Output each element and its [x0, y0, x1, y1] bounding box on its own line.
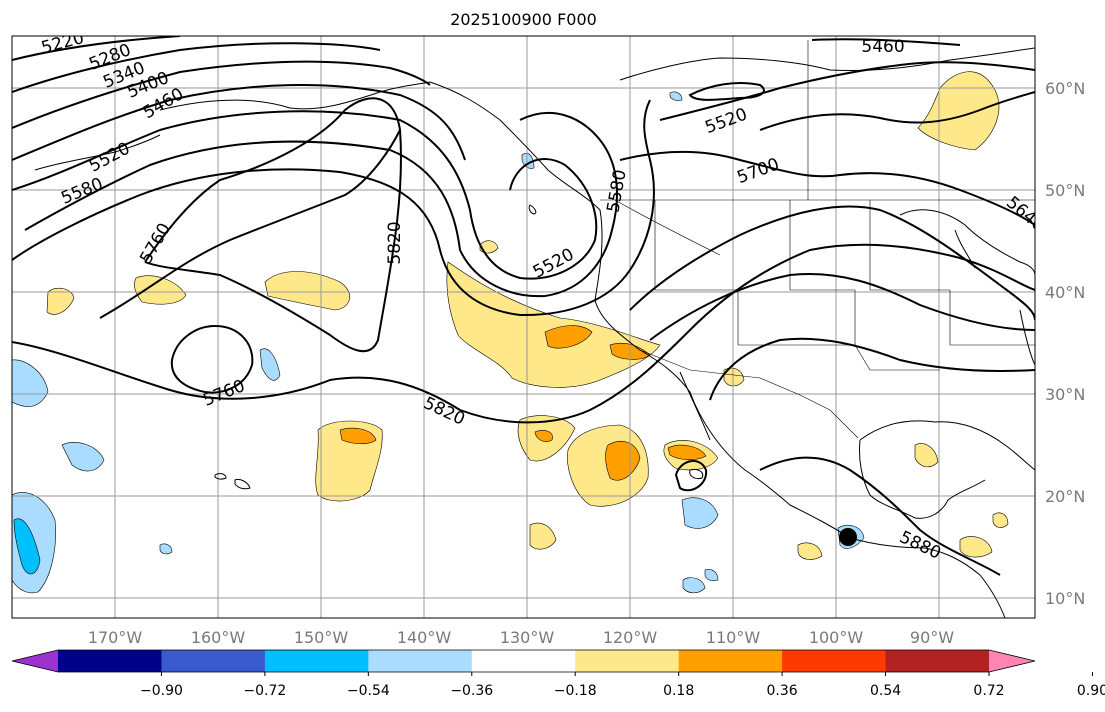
- political-borders: [600, 40, 1035, 439]
- colorbar-segment: [368, 650, 473, 672]
- colorbar-tick-label: −0.72: [243, 683, 286, 699]
- lon-label: 100°W: [809, 628, 864, 647]
- negative-anomaly-region: [259, 348, 281, 381]
- colorbar-tick-label: 0.54: [870, 683, 901, 699]
- colorbar-ticks: −0.90 −0.72 −0.54 −0.36 −0.18 0.18 0.36 0.54 0.7…: [140, 672, 1105, 699]
- negative-anomaly-core: [13, 518, 41, 575]
- coastlines: [34, 47, 1035, 618]
- colorbar: −0.90 −0.72 −0.54 −0.36 −0.18 0.18 0.36 0.54 0.7…: [11, 649, 1105, 699]
- negative-anomaly-region: [159, 543, 173, 555]
- negative-anomaly-region: [61, 441, 105, 472]
- colorbar-segment: [471, 650, 576, 672]
- positive-anomaly-region: [959, 536, 993, 558]
- lon-label: 90°W: [910, 628, 954, 647]
- lon-label: 170°W: [88, 628, 143, 647]
- lat-label: 50°N: [1045, 181, 1085, 200]
- lat-label: 60°N: [1045, 79, 1085, 98]
- contour-labels: 5220 5280 5340 5400 5460 5520 5580 5760 …: [39, 36, 1035, 564]
- lat-label: 10°N: [1045, 589, 1085, 608]
- height-contours: [12, 36, 1035, 576]
- colorbar-tick-label: 0.36: [767, 683, 798, 699]
- positive-anomaly-core: [544, 325, 593, 349]
- latitude-labels: 60°N 50°N 40°N 30°N 20°N 10°N: [1045, 79, 1085, 608]
- positive-anomaly-core: [667, 444, 707, 460]
- positive-anomaly-core: [534, 430, 553, 442]
- colorbar-segment: [782, 650, 887, 672]
- negative-anomaly-region: [704, 569, 719, 582]
- lat-label: 20°N: [1045, 487, 1085, 506]
- positive-anomaly-core: [339, 427, 377, 445]
- lon-label: 120°W: [603, 628, 658, 647]
- positive-anomaly-region: [723, 367, 745, 387]
- colorbar-tick-label: −0.36: [450, 683, 493, 699]
- colorbar-segment: [161, 650, 266, 672]
- colorbar-tick-label: 0.72: [973, 683, 1004, 699]
- lon-label: 140°W: [397, 628, 452, 647]
- colorbar-segment: [264, 650, 369, 672]
- positive-anomaly-region: [479, 240, 499, 254]
- positive-anomaly-region: [46, 287, 75, 315]
- colorbar-segment: [678, 650, 783, 672]
- anomaly-shading: [12, 71, 1009, 594]
- positive-anomaly-region: [264, 271, 350, 311]
- positive-anomaly-core: [605, 440, 641, 481]
- colorbar-tick-label: −0.18: [554, 683, 597, 699]
- negative-anomaly-region: [12, 359, 49, 407]
- map-panel: 5220 5280 5340 5400 5460 5520 5580 5760 …: [12, 36, 1035, 618]
- lon-label: 160°W: [191, 628, 246, 647]
- lat-label: 30°N: [1045, 385, 1085, 404]
- colorbar-segment: [575, 650, 680, 672]
- map-frame: [11, 35, 1036, 619]
- colorbar-tick-label: −0.90: [140, 683, 183, 699]
- colorbar-extend-high: [989, 650, 1035, 672]
- lon-label: 130°W: [500, 628, 555, 647]
- colorbar-outline: [11, 649, 1036, 673]
- positive-anomaly-region: [917, 71, 1000, 151]
- lat-label: 40°N: [1045, 283, 1085, 302]
- positive-anomaly-region: [992, 512, 1009, 528]
- colorbar-segments: [11, 649, 1036, 673]
- cyclone-marker: [839, 528, 857, 546]
- positive-anomaly-region: [529, 522, 557, 550]
- contour-label: 5820: [385, 221, 405, 264]
- lon-label: 150°W: [294, 628, 349, 647]
- colorbar-segment: [885, 650, 990, 672]
- contour-label: 5460: [861, 37, 904, 57]
- longitude-labels: 170°W 160°W 150°W 140°W 130°W 120°W 110°…: [88, 628, 954, 647]
- colorbar-extend-low: [12, 650, 58, 672]
- colorbar-tick-label: 0.18: [663, 683, 694, 699]
- negative-anomaly-region: [681, 497, 719, 529]
- negative-anomaly-region: [669, 91, 683, 101]
- colorbar-tick-label: −0.54: [347, 683, 390, 699]
- positive-anomaly-region: [914, 443, 939, 468]
- colorbar-segment: [58, 650, 162, 672]
- colorbar-tick-label: 0.90: [1077, 683, 1105, 699]
- negative-anomaly-region: [682, 577, 706, 594]
- positive-anomaly-region: [797, 542, 823, 560]
- lon-label: 110°W: [706, 628, 761, 647]
- map-title: 2025100900 F000: [450, 10, 597, 29]
